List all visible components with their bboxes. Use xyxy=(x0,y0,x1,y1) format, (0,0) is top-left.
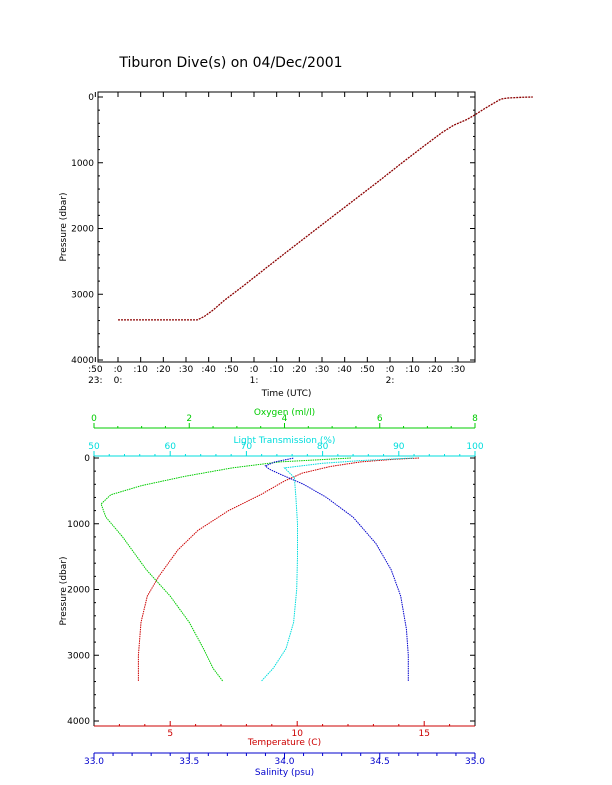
y-tick-label: 4000 xyxy=(71,356,94,366)
x-tick-hour-label: 1: xyxy=(250,376,259,386)
transmission-tick-label: 60 xyxy=(164,442,176,452)
x-axis-label: Time (UTC) xyxy=(261,389,312,399)
salinity-profile-line xyxy=(264,457,409,681)
x-tick-label: :10 xyxy=(133,365,148,375)
salinity-axis-label: Salinity (psu) xyxy=(255,768,314,778)
salinity-tick-label: 34.0 xyxy=(274,757,294,767)
x-tick-label: :20 xyxy=(428,365,443,375)
transmission-tick-label: 90 xyxy=(393,442,405,452)
temperature-profile-line xyxy=(137,457,420,681)
x-tick-label: :20 xyxy=(156,365,171,375)
oxygen-tick-label: 2 xyxy=(186,414,192,424)
temperature-tick-label: 5 xyxy=(167,729,173,739)
y-tick-label: 2000 xyxy=(71,225,94,235)
y-tick-label: 2000 xyxy=(67,586,90,596)
y-tick-label: 1000 xyxy=(71,159,94,169)
temperature-tick-label: 10 xyxy=(291,729,303,739)
x-tick-label: :10 xyxy=(405,365,420,375)
y-tick-label: 3000 xyxy=(71,290,94,300)
x-tick-label: :40 xyxy=(337,365,352,375)
x-tick-label: :0 xyxy=(114,365,123,375)
x-tick-hour-label: 23: xyxy=(88,376,102,386)
transmission-tick-label: 70 xyxy=(241,442,253,452)
transmission-tick-label: 100 xyxy=(466,442,483,452)
y-tick-label: 0 xyxy=(84,454,90,464)
y-tick-label: 1000 xyxy=(67,520,90,530)
y-axis-label: Pressure (dbar) xyxy=(59,193,69,262)
oxygen-tick-label: 8 xyxy=(472,414,478,424)
profile-panel: 0 1000 2000 3000 4000 Pressure (dbar) 0 2 4 6 8 Oxy… xyxy=(59,408,485,778)
salinity-tick-label: 34.5 xyxy=(370,757,390,767)
x-tick-hour-label: 2: xyxy=(386,376,395,386)
temperature-axis-label: Temperature (C) xyxy=(247,738,321,748)
salinity-tick-label: 35.0 xyxy=(465,757,485,767)
transmission-tick-label: 80 xyxy=(317,442,329,452)
x-tick-hour-label: 0: xyxy=(114,376,123,386)
pressure-time-line xyxy=(118,96,533,321)
x-tick-label: :10 xyxy=(269,365,284,375)
oxygen-axis-label: Oxygen (ml/l) xyxy=(254,408,315,418)
transmission-axis-label: Light Transmission (%) xyxy=(234,436,336,446)
x-tick-label: :0 xyxy=(386,365,395,375)
y-tick-label: 3000 xyxy=(67,651,90,661)
y-tick-label: 0 xyxy=(88,93,94,103)
transmission-tick-label: 50 xyxy=(88,442,100,452)
x-tick-label: :20 xyxy=(292,365,307,375)
x-tick-label: :30 xyxy=(451,365,466,375)
oxygen-tick-label: 0 xyxy=(91,414,97,424)
time-pressure-panel: 01000200030004000:5023::00::10:20:30:40:… xyxy=(59,91,533,399)
temperature-tick-label: 15 xyxy=(418,729,429,739)
chart-title: Tiburon Dive(s) on 04/Dec/2001 xyxy=(118,55,342,71)
y-tick-label: 4000 xyxy=(67,717,90,727)
x-tick-label: :50 xyxy=(88,365,103,375)
x-tick-label: :30 xyxy=(315,365,330,375)
plot-frame xyxy=(97,91,476,363)
y-axis-label: Pressure (dbar) xyxy=(59,557,69,626)
salinity-tick-label: 33.0 xyxy=(84,757,104,767)
salinity-tick-label: 33.5 xyxy=(179,757,199,767)
x-tick-label: :50 xyxy=(224,365,239,375)
oxygen-tick-label: 4 xyxy=(282,414,288,424)
x-tick-label: :0 xyxy=(250,365,259,375)
x-tick-label: :30 xyxy=(179,365,194,375)
transmission-profile-line xyxy=(261,457,415,682)
oxygen-tick-label: 6 xyxy=(377,414,383,424)
x-tick-label: :40 xyxy=(201,365,216,375)
x-tick-label: :50 xyxy=(360,365,375,375)
